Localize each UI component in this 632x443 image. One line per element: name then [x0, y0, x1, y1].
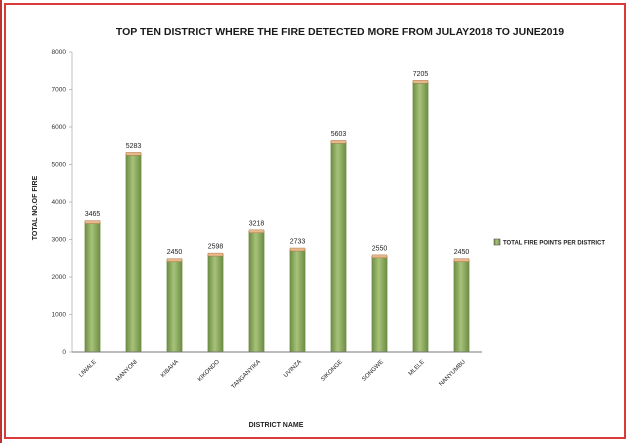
x-tick-label: UVINZA	[283, 359, 303, 379]
x-tick-label: MANYONI	[115, 359, 139, 383]
data-label: 5603	[331, 131, 347, 138]
bar-tanganyika	[248, 230, 265, 353]
x-axis-title: DISTRICT NAME	[249, 422, 304, 429]
x-tick-label: MLELE	[408, 359, 426, 377]
bar-top-mlele	[412, 80, 429, 84]
y-tick-label: 8000	[52, 49, 67, 56]
bar-mlele	[412, 81, 429, 353]
y-tick-label: 6000	[52, 124, 67, 131]
bar-top-kikondo	[207, 252, 224, 257]
y-tick-label: 0	[62, 349, 66, 356]
legend: TOTAL FIRE POINTS PER DISTRICT	[493, 238, 605, 247]
data-label: 7205	[413, 71, 429, 78]
bar-top-kibaha	[166, 258, 183, 262]
x-tick-label: KIBAHA	[160, 359, 180, 379]
data-label: 5283	[126, 143, 142, 150]
bar-top-liwale	[84, 220, 101, 224]
data-label: 2450	[167, 249, 183, 256]
bar-top-manyoni	[125, 152, 142, 156]
data-label: 3465	[85, 211, 101, 218]
bar-kibaha	[166, 259, 183, 353]
bar-top-tanganyika	[248, 229, 265, 234]
bar-kikondo	[207, 254, 224, 353]
legend-label: TOTAL FIRE POINTS PER DISTRICT	[503, 241, 605, 247]
y-tick-label: 2000	[52, 274, 67, 281]
bar-top-sikonge	[330, 140, 347, 144]
bar-liwale	[84, 221, 101, 353]
y-axis-title: TOTAL NO.OF FIRE	[32, 175, 39, 240]
bar-songwe	[371, 255, 388, 353]
y-tick-label: 5000	[52, 162, 67, 169]
x-tick-label: TANGANYIKA	[231, 359, 262, 390]
bar-manyoni	[125, 153, 142, 353]
data-label: 3218	[249, 220, 265, 227]
window-edge	[0, 0, 2, 443]
y-tick-label: 7000	[52, 87, 67, 94]
y-tick-label: 4000	[52, 199, 67, 206]
bar-top-songwe	[371, 254, 388, 259]
bar-uvinza	[289, 249, 306, 353]
legend-swatch	[493, 238, 501, 246]
bar-top-nanyumbu	[453, 258, 470, 262]
data-label: 2550	[372, 245, 388, 252]
data-label: 2598	[208, 244, 224, 251]
y-tick-label: 3000	[52, 237, 67, 244]
chart-frame	[4, 3, 626, 439]
x-tick-label: SONGWE	[361, 359, 385, 383]
x-tick-label: KIKONDO	[197, 359, 221, 383]
x-tick-label: LIWALE	[78, 359, 98, 379]
chart-title: TOP TEN DISTRICT WHERE THE FIRE DETECTED…	[116, 26, 564, 38]
x-tick-label: NANYUMBU	[438, 359, 467, 388]
bar-nanyumbu	[453, 259, 470, 353]
y-tick-label: 1000	[52, 312, 67, 319]
x-tick-label: SIKONGE	[320, 359, 344, 383]
bar-top-uvinza	[289, 247, 306, 252]
data-label: 2733	[290, 239, 306, 246]
data-label: 2450	[454, 249, 470, 256]
bar-sikonge	[330, 141, 347, 353]
